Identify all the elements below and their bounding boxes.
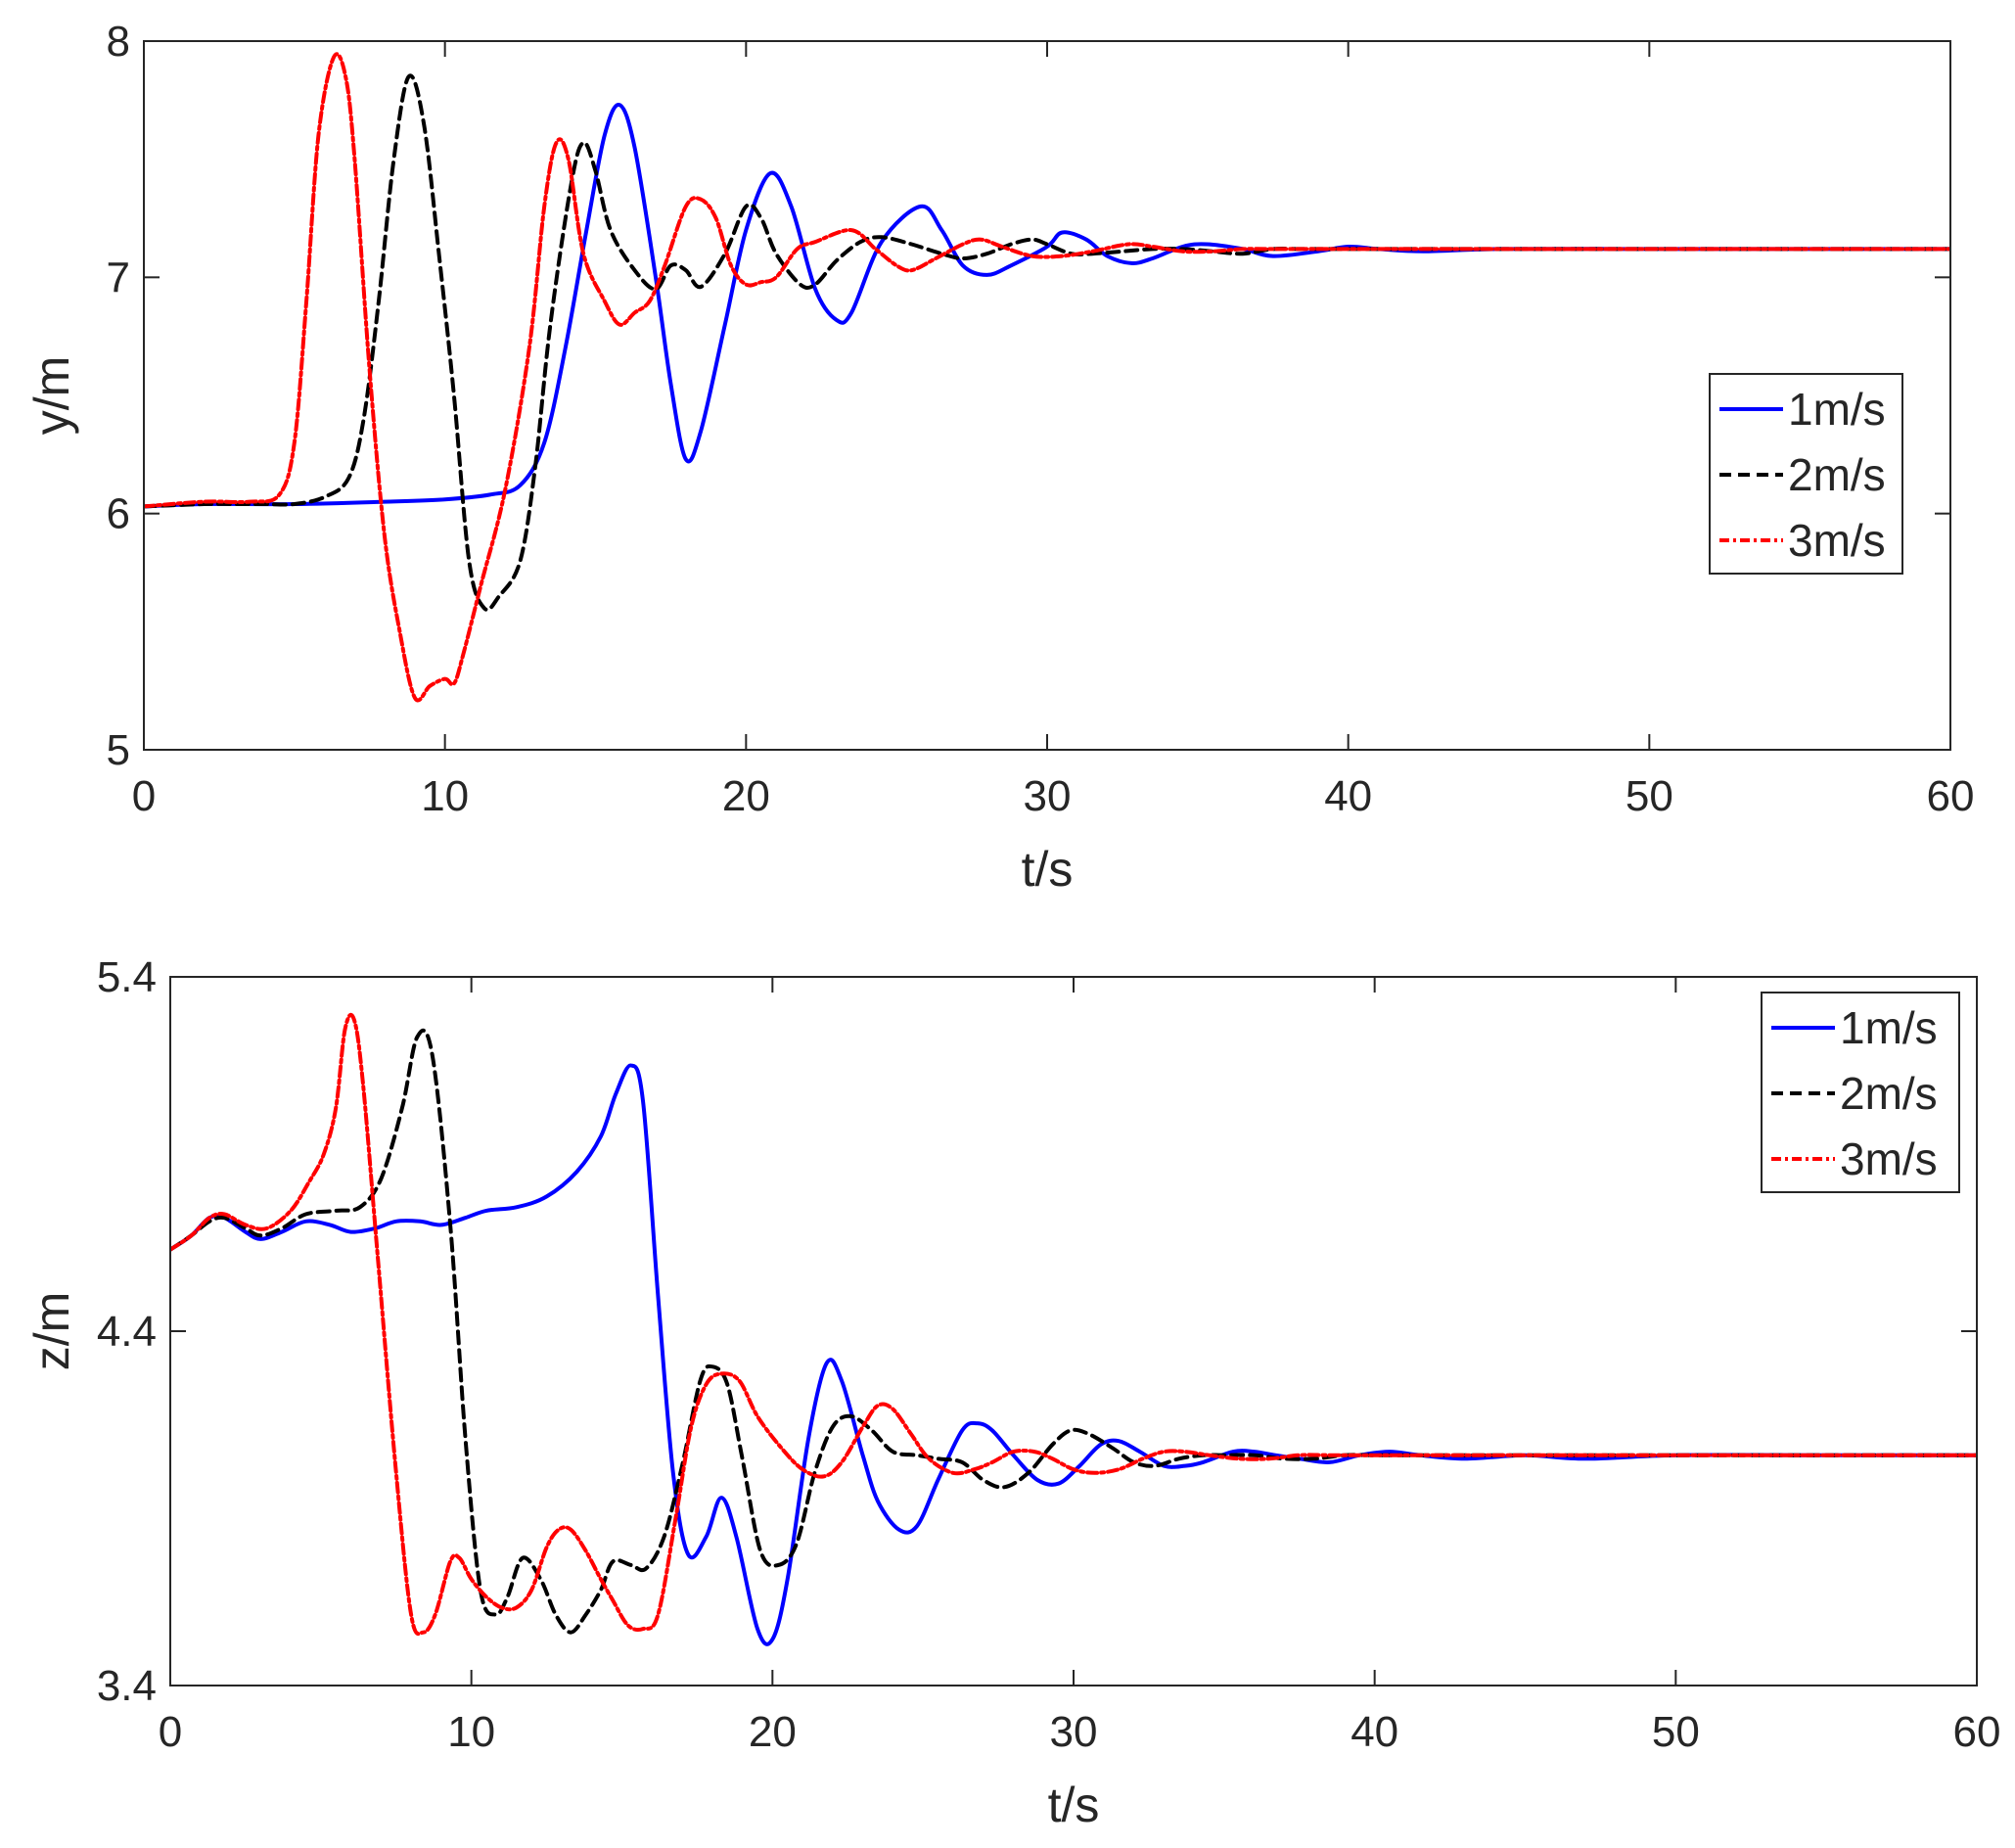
chart-y-ytick-label: 6 [107,490,130,538]
chart-y-position: 0 10 20 30 40 50 60 5 6 7 8 t/s y/m 1m/s 2m/s 3m/s [24,18,1974,897]
chart-y-series-layer [144,52,1950,703]
chart-y-legend: 1m/s 2m/s 3m/s [1709,373,1903,575]
chart-z-xtick-label: 30 [1050,1708,1098,1756]
chart-y-xtick-label: 50 [1626,772,1673,820]
chart-y-series-1ms [144,103,1950,509]
chart-y-series-2ms [144,73,1950,612]
chart-z-legend-label-3ms: 3m/s [1840,1133,1938,1184]
chart-z-position: 0 10 20 30 40 50 60 3.4 4.4 5.4 t/s z/m 1m/s 2m/s… [24,953,2000,1832]
chart-y-ytick-label: 5 [107,726,130,774]
chart-y-xtick-label: 40 [1324,772,1372,820]
chart-y-ticks: 0 10 20 30 40 50 60 5 6 7 8 [107,18,1975,820]
chart-z-series-3ms [170,1012,1977,1637]
chart-z-axes-box [169,976,1978,1686]
chart-y-xtick-label: 60 [1927,772,1975,820]
chart-z-ticks: 0 10 20 30 40 50 60 3.4 4.4 5.4 [97,953,2001,1756]
chart-z-xtick-label: 0 [159,1708,182,1756]
chart-z-legend-label-2ms: 2m/s [1840,1068,1938,1119]
chart-y-ytick-label: 7 [107,254,130,301]
chart-y-series-3ms [144,52,1950,703]
chart-z-xtick-label: 50 [1652,1708,1700,1756]
chart-y-legend-label-2ms: 2m/s [1788,449,1886,500]
chart-z-legend: 1m/s 2m/s 3m/s [1761,992,1960,1193]
chart-z-ytick-label: 4.4 [97,1308,157,1356]
chart-y-ylabel: y/m [24,356,79,436]
chart-y-xtick-label: 20 [722,772,770,820]
chart-z-series-1ms [170,1063,1977,1646]
chart-y-legend-label-1ms: 1m/s [1788,384,1886,435]
chart-z-ylabel: z/m [24,1292,79,1371]
chart-z-ytick-label: 3.4 [97,1662,157,1710]
chart-y-legend-label-3ms: 3m/s [1788,515,1886,566]
chart-y-xtick-label: 30 [1024,772,1072,820]
chart-z-series-layer [170,1012,1977,1646]
chart-z-xtick-label: 20 [749,1708,797,1756]
chart-z-legend-label-1ms: 1m/s [1840,1002,1938,1053]
chart-y-axes-box [143,40,1951,751]
chart-z-series-2ms [170,1028,1977,1635]
chart-y-xtick-label: 0 [132,772,156,820]
chart-y-xlabel: t/s [1022,842,1074,897]
chart-z-xtick-label: 10 [447,1708,495,1756]
chart-y-ytick-label: 8 [107,18,130,66]
chart-z-ytick-label: 5.4 [97,953,157,1001]
chart-z-xtick-label: 60 [1953,1708,2001,1756]
chart-z-xtick-label: 40 [1351,1708,1398,1756]
chart-z-xlabel: t/s [1048,1778,1100,1832]
chart-y-xtick-label: 10 [421,772,469,820]
